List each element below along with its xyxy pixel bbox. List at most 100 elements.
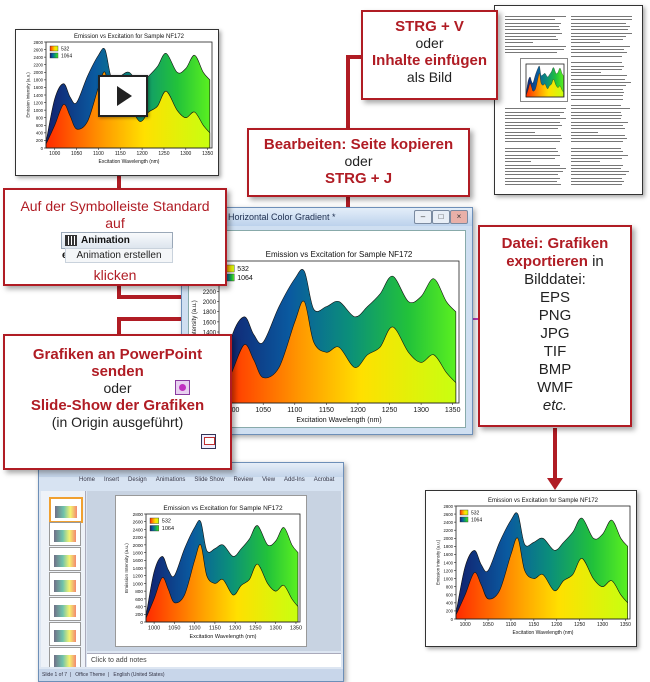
ppt-tab-acrobat[interactable]: Acrobat (313, 477, 335, 483)
x-tick-label: 1350 (202, 151, 213, 157)
export-file-label: Bilddatei: (524, 271, 586, 288)
document-text-line (571, 68, 622, 70)
ppt-thumbnail-graphic (54, 530, 76, 542)
connector-copy-to-paste-v (346, 55, 350, 135)
ppt-thumbnail-graphic (54, 655, 76, 667)
ppt-notes[interactable]: Click to add notes (87, 653, 341, 667)
ppt-slide-thumbnail[interactable] (49, 547, 81, 571)
ppt-thumbnail-graphic (54, 580, 76, 592)
ppt-notes-text: Click to add notes (91, 657, 147, 664)
minimize-button[interactable]: – (414, 210, 432, 224)
document-text-line (571, 82, 631, 83)
document-text-line (571, 181, 624, 182)
x-tick-label: 1200 (229, 626, 241, 632)
document-text-line (505, 115, 560, 116)
origin-graph-page: Emission vs Excitation for Sample NF172 1… (188, 230, 466, 428)
ppt-tab-insert[interactable]: Insert (104, 477, 120, 483)
ppt-slide-thumbnail[interactable] (49, 622, 81, 646)
document-text-line (505, 35, 556, 37)
connector-anim-to-window-v (117, 286, 121, 299)
document-text-line (505, 148, 556, 149)
document-text-line (505, 22, 561, 24)
ppt-slide: Emission vs Excitation for Sample NF172 1… (115, 495, 307, 647)
y-tick-label: 2200 (133, 535, 144, 540)
y-tick-label: 2000 (203, 300, 217, 306)
animation-menu-item[interactable]: Animation erstellen (65, 248, 173, 263)
ppt-slide-thumbnail[interactable] (49, 522, 81, 546)
ppt-status-theme: Office Theme (75, 672, 106, 678)
ppt-thumbnail-graphic (55, 506, 77, 518)
animation-instruction-2: auf (105, 215, 125, 231)
document-text-line (571, 184, 622, 186)
series-area-532 (145, 544, 299, 623)
y-tick-label: 1600 (203, 320, 217, 326)
y-tick-label: 1600 (34, 85, 44, 90)
document-text-line (571, 52, 627, 54)
x-tick-label: 1100 (506, 622, 517, 628)
ppt-slide-thumbnail[interactable] (49, 497, 83, 523)
connector-ppt-to-window-v (117, 317, 121, 335)
export-title-row: exportieren in (480, 253, 630, 271)
ppt-send-title-2: senden (91, 363, 144, 380)
document-text-line (505, 141, 560, 143)
maximize-button[interactable]: □ (432, 210, 450, 224)
document-text-line (505, 111, 564, 113)
powerpoint-window: Home Insert Design Animations Slide Show Revi… (38, 462, 344, 682)
document-text-line (571, 75, 627, 77)
document-text-line (571, 45, 630, 47)
paste-or: oder (415, 35, 444, 51)
y-tick-label: 1400 (34, 93, 44, 98)
ppt-slide-thumbnail[interactable] (49, 572, 81, 596)
ppt-tab-animations[interactable]: Animations (155, 477, 186, 483)
animation-toolbar-button[interactable]: Animation erstellen (61, 232, 173, 261)
y-tick-label: 2000 (34, 70, 44, 75)
send-to-powerpoint-icon[interactable] (175, 380, 190, 395)
x-tick-label: 1300 (413, 407, 429, 414)
x-tick-label: 1000 (148, 626, 160, 632)
ppt-tab-view[interactable]: View (262, 477, 276, 483)
document-text-line (505, 181, 557, 182)
origin-window-titlebar: Horizontal Color Gradient * (182, 208, 472, 226)
document-text-line (505, 29, 560, 31)
y-tick-label: 2200 (34, 62, 44, 67)
ppt-thumbnail-graphic (54, 605, 76, 617)
animation-instruction-3: klicken (93, 267, 137, 283)
ppt-tab-home[interactable]: Home (79, 477, 96, 483)
ppt-thumbnail-graphic (54, 630, 76, 642)
document-text-line (571, 49, 624, 50)
y-tick-label: 1800 (203, 310, 217, 316)
ppt-slide-thumbnail[interactable] (49, 597, 81, 621)
document-text-line (505, 171, 563, 173)
document-text-line (505, 32, 562, 34)
document-page (494, 5, 643, 195)
document-text-line (571, 141, 623, 143)
document-text-line (505, 134, 561, 136)
close-button[interactable]: × (450, 210, 468, 224)
y-tick-label: 1200 (34, 100, 44, 105)
document-text-line (571, 151, 623, 153)
legend-label-532: 532 (61, 46, 70, 52)
document-text-line (571, 167, 621, 169)
ppt-slide-thumbnail[interactable] (49, 647, 81, 667)
document-text-line (571, 105, 621, 107)
ppt-tab-review[interactable]: Review (233, 477, 254, 483)
play-button[interactable] (98, 75, 148, 117)
y-tick-label: 2400 (133, 527, 144, 532)
ppt-tab-design[interactable]: Design (128, 477, 147, 483)
y-tick-label: 2200 (444, 528, 454, 533)
x-tick-label: 1350 (445, 407, 461, 414)
document-text-line (571, 154, 628, 156)
document-text-line (505, 16, 566, 17)
y-tick-label: 2200 (203, 290, 217, 296)
document-text-line (505, 177, 560, 179)
ppt-tab-add-ins[interactable]: Add-Ins (284, 477, 305, 483)
x-tick-label: 1150 (319, 407, 334, 414)
slideshow-icon[interactable] (201, 434, 216, 449)
connector-anim-to-window (117, 295, 182, 299)
ppt-tab-slide-show[interactable]: Slide Show (194, 477, 225, 483)
y-axis-label: Emission Intensity (a.u.) (124, 543, 129, 593)
series-area-532 (525, 73, 564, 98)
x-tick-label: 1000 (460, 622, 471, 628)
x-tick-label: 1050 (255, 407, 271, 414)
copy-page-menu: Bearbeiten: Seite kopieren (263, 136, 454, 153)
